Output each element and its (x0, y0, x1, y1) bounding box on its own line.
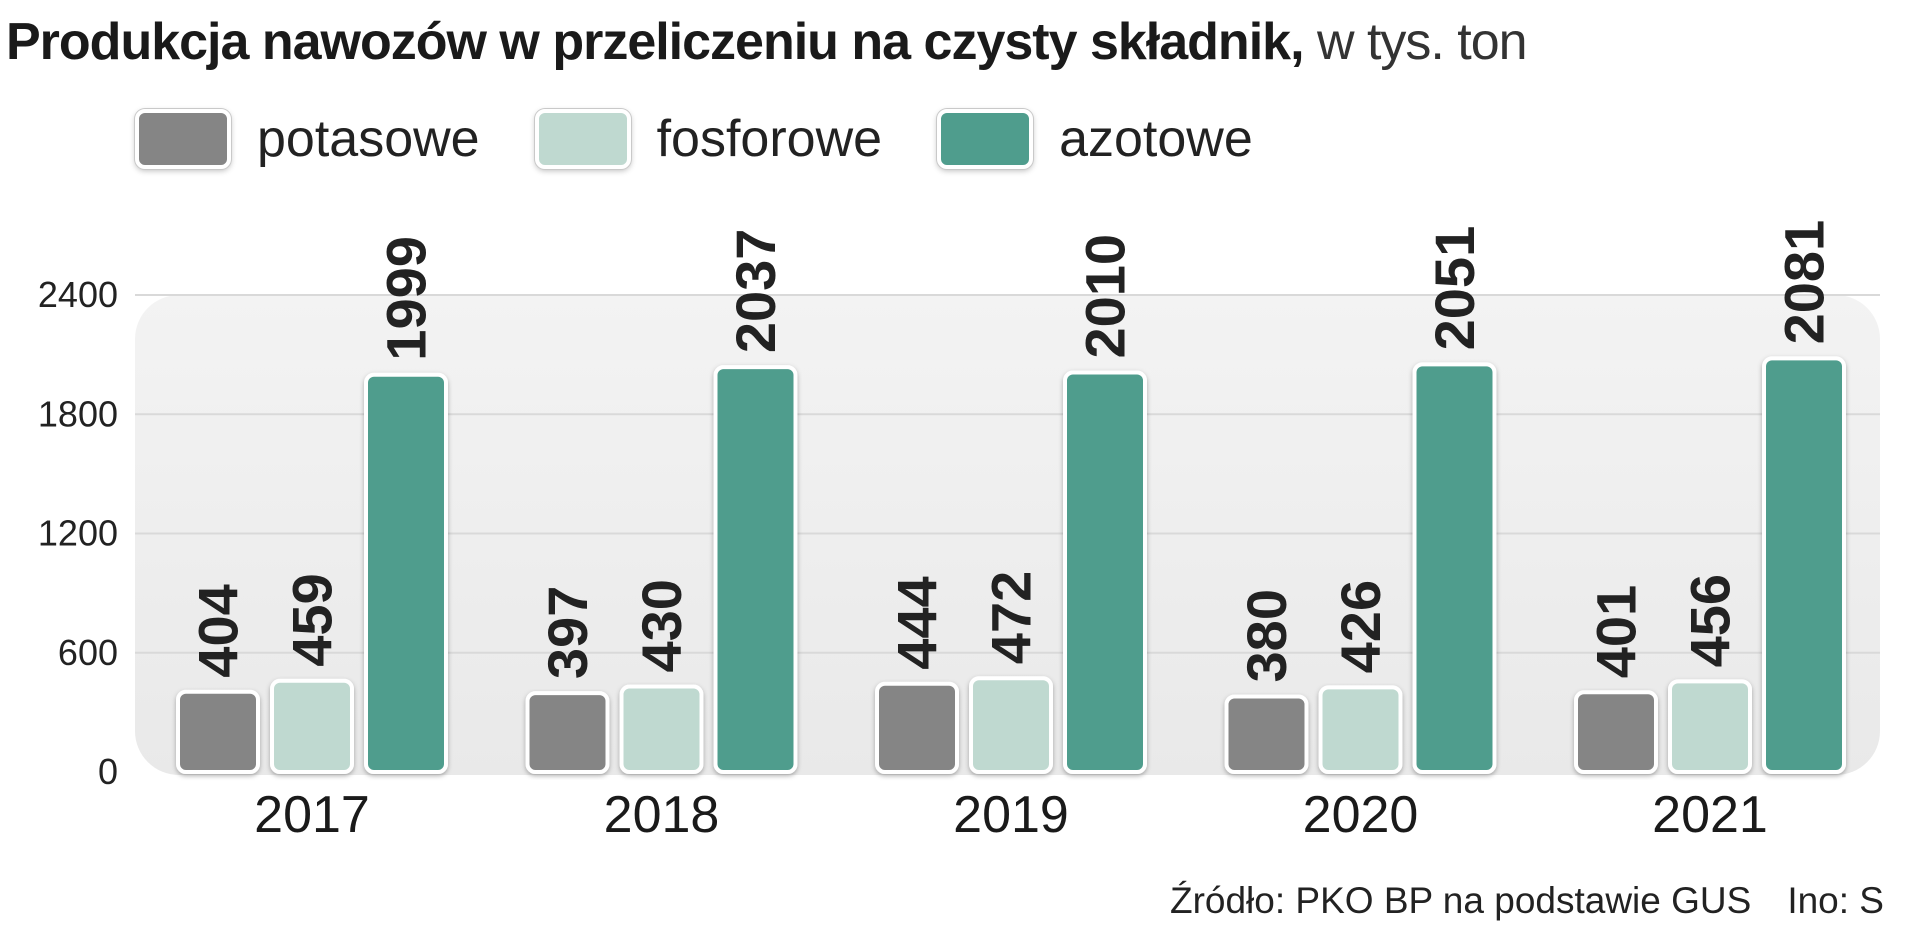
source-text: Źródło: PKO BP na podstawie GUS (1169, 880, 1752, 921)
legend-item-azotowe: azotowe (937, 109, 1253, 169)
legend-item-potasowe: potasowe (135, 109, 480, 169)
bar-potasowe-2019 (875, 681, 959, 775)
legend-swatch-azotowe (937, 109, 1034, 169)
value-label-potasowe-2020: 380 (1235, 589, 1298, 682)
legend: potasowe fosforowe azotowe (135, 104, 1308, 174)
value-label-azotowe-2021: 2081 (1773, 220, 1836, 345)
y-tick-label: 0 (98, 751, 118, 792)
chart-title: Produkcja nawozów w przeliczeniu na czys… (6, 6, 1916, 78)
bar-azotowe-2019 (1063, 370, 1147, 774)
value-label-azotowe-2019: 2010 (1074, 234, 1137, 359)
bar-potasowe-2020 (1224, 694, 1309, 774)
source-author: Ino: S (1787, 880, 1884, 921)
value-label-fosforowe-2020: 426 (1329, 580, 1392, 673)
bar-azotowe-2020 (1412, 362, 1497, 775)
value-label-potasowe-2018: 397 (536, 586, 599, 679)
y-tick-label: 2400 (38, 274, 118, 315)
y-tick-label: 600 (58, 632, 118, 673)
value-label-fosforowe-2017: 459 (281, 573, 344, 666)
bar-potasowe-2017 (176, 689, 260, 775)
value-label-azotowe-2020: 2051 (1423, 226, 1486, 351)
bar-fosforowe-2021 (1668, 679, 1752, 774)
legend-swatch-potasowe (135, 109, 231, 169)
value-label-fosforowe-2021: 456 (1679, 574, 1742, 667)
bar-azotowe-2017 (364, 372, 448, 774)
value-label-potasowe-2021: 401 (1585, 585, 1648, 678)
x-category-label-2019: 2019 (953, 786, 1069, 844)
legend-label-potasowe: potasowe (257, 110, 480, 168)
legend-label-azotowe: azotowe (1059, 110, 1253, 168)
y-tick-label: 1200 (38, 513, 118, 554)
value-label-azotowe-2018: 2037 (724, 229, 787, 354)
y-tick-label: 1800 (38, 393, 118, 434)
legend-item-fosforowe: fosforowe (534, 109, 883, 169)
x-category-label-2021: 2021 (1652, 786, 1768, 844)
bar-fosforowe-2019 (969, 676, 1053, 774)
chart-title-main: Produkcja nawozów w przeliczeniu na czys… (6, 13, 1305, 71)
legend-label-fosforowe: fosforowe (656, 110, 883, 168)
bar-fosforowe-2020 (1318, 685, 1403, 775)
chart-title-unit: w tys. ton (1316, 13, 1528, 71)
bar-fosforowe-2018 (619, 684, 704, 774)
value-label-fosforowe-2018: 430 (630, 579, 693, 672)
value-label-potasowe-2019: 444 (886, 576, 949, 669)
bar-azotowe-2021 (1762, 356, 1846, 774)
bar-potasowe-2018 (525, 691, 610, 774)
value-label-azotowe-2017: 1999 (375, 236, 438, 361)
x-category-label-2020: 2020 (1303, 786, 1419, 844)
bar-chart: 0 600 1200 1800 2400 404 459 1999 397 430 2037 444… (38, 220, 1880, 844)
source-note: Źródło: PKO BP na podstawie GUS Ino: S (1170, 880, 1884, 922)
value-label-potasowe-2017: 404 (187, 584, 250, 677)
x-category-label-2018: 2018 (604, 786, 720, 844)
x-category-label-2017: 2017 (254, 786, 370, 844)
bar-potasowe-2021 (1574, 690, 1658, 775)
value-label-fosforowe-2019: 472 (980, 571, 1043, 664)
bar-fosforowe-2017 (270, 678, 354, 774)
legend-swatch-fosforowe (534, 109, 631, 169)
bar-azotowe-2018 (713, 365, 798, 775)
